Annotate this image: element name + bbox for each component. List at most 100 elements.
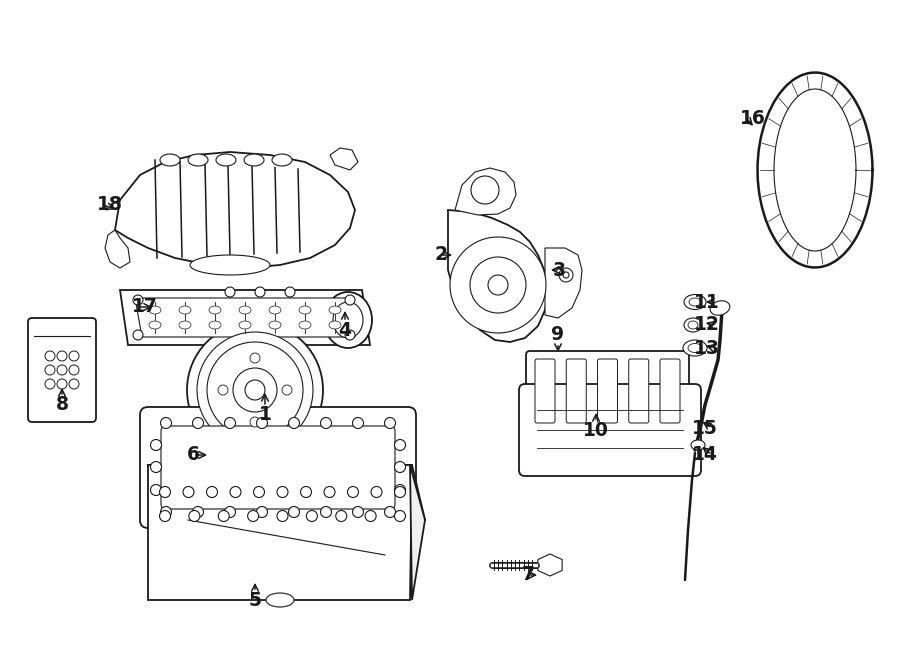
Circle shape — [563, 272, 569, 278]
FancyBboxPatch shape — [535, 359, 555, 423]
Ellipse shape — [272, 154, 292, 166]
Polygon shape — [330, 148, 358, 170]
Circle shape — [306, 510, 318, 522]
Circle shape — [150, 461, 161, 473]
Ellipse shape — [333, 302, 363, 338]
Ellipse shape — [216, 154, 236, 166]
Circle shape — [277, 486, 288, 498]
Ellipse shape — [239, 306, 251, 314]
Ellipse shape — [188, 154, 208, 166]
Polygon shape — [120, 290, 370, 345]
Circle shape — [301, 486, 311, 498]
Circle shape — [224, 506, 236, 518]
Circle shape — [245, 380, 265, 400]
Polygon shape — [115, 152, 355, 268]
Circle shape — [320, 506, 331, 518]
Text: 14: 14 — [692, 446, 718, 465]
Circle shape — [347, 486, 358, 498]
Circle shape — [394, 486, 406, 498]
Ellipse shape — [684, 295, 706, 309]
Circle shape — [345, 295, 355, 305]
Circle shape — [69, 351, 79, 361]
Text: 1: 1 — [258, 405, 272, 424]
Circle shape — [193, 418, 203, 428]
Circle shape — [559, 268, 573, 282]
Ellipse shape — [688, 321, 698, 329]
Circle shape — [345, 330, 355, 340]
Polygon shape — [105, 230, 130, 268]
Circle shape — [233, 368, 277, 412]
Circle shape — [371, 486, 382, 498]
Text: 13: 13 — [694, 338, 720, 358]
Ellipse shape — [324, 292, 372, 348]
Circle shape — [353, 418, 364, 428]
Circle shape — [197, 332, 313, 448]
Circle shape — [218, 385, 228, 395]
Polygon shape — [448, 210, 548, 342]
Ellipse shape — [683, 340, 707, 356]
Ellipse shape — [244, 154, 264, 166]
Circle shape — [250, 417, 260, 427]
Text: 11: 11 — [694, 293, 720, 311]
Circle shape — [230, 486, 241, 498]
Circle shape — [277, 510, 288, 522]
Polygon shape — [135, 298, 355, 337]
Circle shape — [57, 365, 67, 375]
Circle shape — [57, 379, 67, 389]
FancyBboxPatch shape — [629, 359, 649, 423]
Polygon shape — [455, 168, 516, 215]
Circle shape — [224, 418, 236, 428]
Circle shape — [193, 506, 203, 518]
FancyBboxPatch shape — [140, 407, 416, 528]
Ellipse shape — [149, 306, 161, 314]
Text: 15: 15 — [692, 418, 718, 438]
Circle shape — [470, 257, 526, 313]
Circle shape — [45, 365, 55, 375]
Circle shape — [248, 510, 258, 522]
Polygon shape — [148, 465, 425, 520]
Circle shape — [207, 342, 303, 438]
Ellipse shape — [710, 301, 730, 315]
Circle shape — [254, 486, 265, 498]
Text: 3: 3 — [553, 260, 566, 280]
Circle shape — [394, 510, 406, 522]
Circle shape — [150, 440, 161, 451]
FancyBboxPatch shape — [660, 359, 680, 423]
Circle shape — [384, 418, 395, 428]
Circle shape — [488, 275, 508, 295]
Text: 9: 9 — [552, 325, 564, 344]
Text: 6: 6 — [187, 446, 200, 465]
Text: 17: 17 — [132, 297, 157, 317]
Circle shape — [255, 287, 265, 297]
FancyBboxPatch shape — [519, 384, 701, 476]
Circle shape — [160, 506, 172, 518]
Text: 4: 4 — [338, 321, 352, 340]
Circle shape — [289, 506, 300, 518]
Circle shape — [218, 510, 230, 522]
Circle shape — [394, 440, 406, 451]
Ellipse shape — [329, 321, 341, 329]
Ellipse shape — [160, 154, 180, 166]
Text: 10: 10 — [583, 420, 609, 440]
Ellipse shape — [179, 321, 191, 329]
Circle shape — [450, 237, 546, 333]
Circle shape — [384, 506, 395, 518]
Circle shape — [256, 506, 267, 518]
Ellipse shape — [684, 318, 702, 332]
Circle shape — [69, 379, 79, 389]
FancyBboxPatch shape — [161, 426, 395, 509]
Text: 16: 16 — [740, 108, 766, 128]
Polygon shape — [538, 554, 562, 576]
Circle shape — [189, 510, 200, 522]
Ellipse shape — [269, 306, 281, 314]
Ellipse shape — [329, 306, 341, 314]
Circle shape — [289, 418, 300, 428]
Circle shape — [471, 176, 499, 204]
Circle shape — [394, 485, 406, 496]
Circle shape — [285, 287, 295, 297]
Text: 5: 5 — [248, 590, 262, 609]
Ellipse shape — [190, 255, 270, 275]
Circle shape — [365, 510, 376, 522]
Circle shape — [133, 330, 143, 340]
Text: 2: 2 — [434, 245, 447, 264]
